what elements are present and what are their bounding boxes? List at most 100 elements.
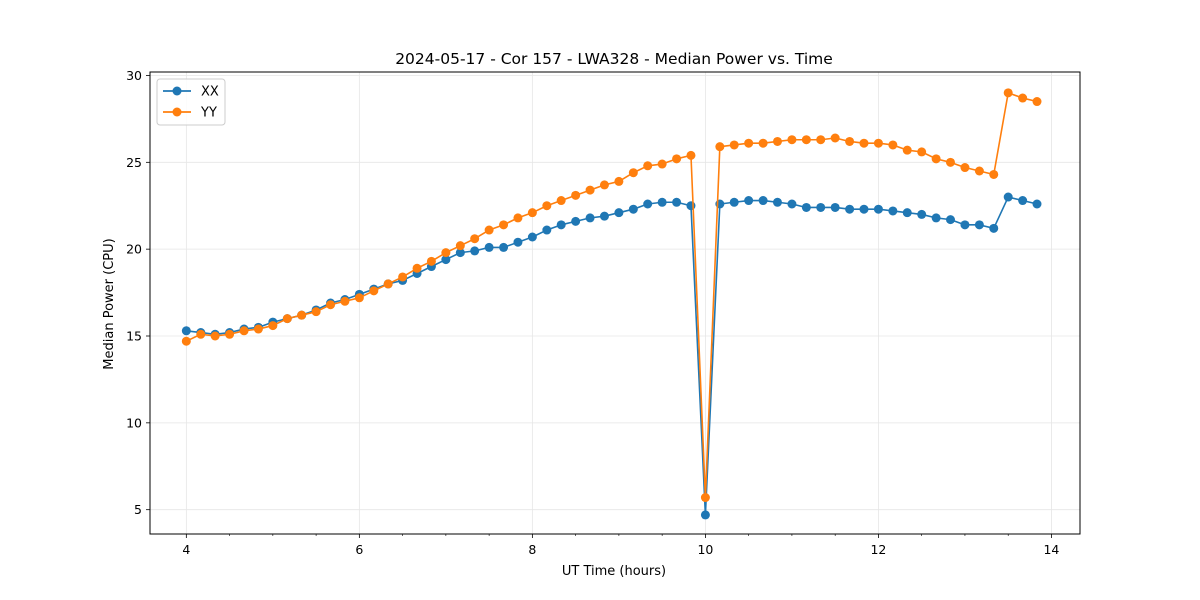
data-point-xx (888, 206, 898, 216)
data-point-yy (311, 307, 321, 317)
data-point-yy (744, 138, 754, 148)
data-point-yy (398, 272, 408, 282)
data-point-yy (700, 493, 710, 503)
legend-marker-xx (172, 86, 182, 96)
x-tick-label: 10 (697, 542, 713, 557)
data-point-xx (484, 242, 494, 252)
data-point-yy (181, 336, 191, 346)
data-point-yy (873, 138, 883, 148)
data-point-xx (643, 199, 653, 209)
data-point-yy (859, 138, 869, 148)
data-point-yy (340, 296, 350, 306)
y-tick-label: 15 (126, 329, 142, 344)
y-tick-label: 20 (126, 242, 142, 257)
data-point-yy (628, 168, 638, 178)
data-point-xx (441, 255, 451, 265)
data-point-yy (326, 300, 336, 310)
data-point-xx (960, 220, 970, 230)
legend-marker-yy (172, 107, 182, 117)
data-point-yy (974, 166, 984, 176)
data-point-xx (657, 197, 667, 207)
data-point-xx (571, 216, 581, 226)
data-point-xx (556, 220, 566, 230)
data-point-xx (816, 202, 826, 212)
y-tick-label: 25 (126, 155, 142, 170)
data-point-xx (1018, 196, 1028, 206)
data-point-yy (686, 150, 696, 160)
data-point-yy (268, 321, 278, 331)
data-point-yy (253, 324, 263, 334)
data-point-yy (902, 145, 912, 155)
x-tick-label: 6 (355, 542, 363, 557)
y-tick-label: 5 (134, 502, 142, 517)
data-point-xx (772, 197, 782, 207)
data-point-yy (888, 140, 898, 150)
data-point-xx (599, 211, 609, 221)
data-point-yy (441, 248, 451, 258)
data-point-xx (700, 510, 710, 520)
data-point-yy (931, 154, 941, 164)
x-axis-label: UT Time (hours) (562, 564, 666, 579)
legend: XX YY (156, 78, 226, 126)
data-point-xx (787, 199, 797, 209)
legend-label-yy: YY (200, 106, 217, 121)
data-point-yy (801, 135, 811, 145)
data-point-yy (297, 310, 307, 320)
data-point-yy (772, 136, 782, 146)
x-tick-label: 14 (1043, 542, 1059, 557)
data-point-yy (845, 136, 855, 146)
x-tick-label: 4 (182, 542, 190, 557)
data-point-yy (599, 180, 609, 190)
data-point-xx (902, 208, 912, 218)
y-tick-label: 30 (126, 68, 142, 83)
data-point-yy (527, 208, 537, 218)
data-point-yy (369, 286, 379, 296)
data-point-xx (729, 197, 739, 207)
data-point-xx (873, 204, 883, 214)
y-tick-label: 10 (126, 415, 142, 430)
data-point-yy (758, 138, 768, 148)
data-point-yy (1032, 97, 1042, 107)
data-point-xx (672, 197, 682, 207)
axis-ticks: 4 6 8 10 12 14 5 10 15 20 25 30 (126, 68, 1059, 557)
data-point-yy (585, 185, 595, 195)
data-point-yy (484, 225, 494, 235)
series-group (181, 88, 1042, 520)
data-point-yy (426, 256, 436, 266)
data-point-xx (931, 213, 941, 223)
data-point-yy (225, 329, 235, 339)
data-point-yy (672, 154, 682, 164)
data-point-xx (845, 204, 855, 214)
data-point-yy (196, 329, 206, 339)
data-point-yy (816, 135, 826, 145)
data-point-xx (1003, 192, 1013, 202)
data-point-yy (917, 147, 927, 157)
data-point-yy (455, 241, 465, 251)
data-point-xx (859, 204, 869, 214)
data-point-yy (383, 279, 393, 289)
data-point-yy (945, 157, 955, 167)
data-point-yy (830, 133, 840, 143)
data-point-yy (1003, 88, 1013, 98)
data-point-yy (412, 263, 422, 273)
data-point-yy (354, 293, 364, 303)
series-yy (181, 88, 1042, 503)
data-point-yy (470, 234, 480, 244)
data-point-yy (729, 140, 739, 150)
data-point-xx (989, 223, 999, 233)
data-point-xx (513, 237, 523, 247)
data-point-xx (758, 196, 768, 206)
x-tick-label: 8 (528, 542, 536, 557)
y-axis-label: Median Power (CPU) (102, 238, 117, 369)
data-point-xx (181, 326, 191, 336)
data-point-yy (239, 326, 249, 336)
data-point-xx (527, 232, 537, 242)
data-point-xx (614, 208, 624, 218)
data-point-xx (917, 209, 927, 219)
data-point-xx (686, 201, 696, 211)
data-point-yy (1018, 93, 1028, 103)
data-point-yy (715, 142, 725, 152)
data-point-yy (657, 159, 667, 169)
data-point-yy (787, 135, 797, 145)
